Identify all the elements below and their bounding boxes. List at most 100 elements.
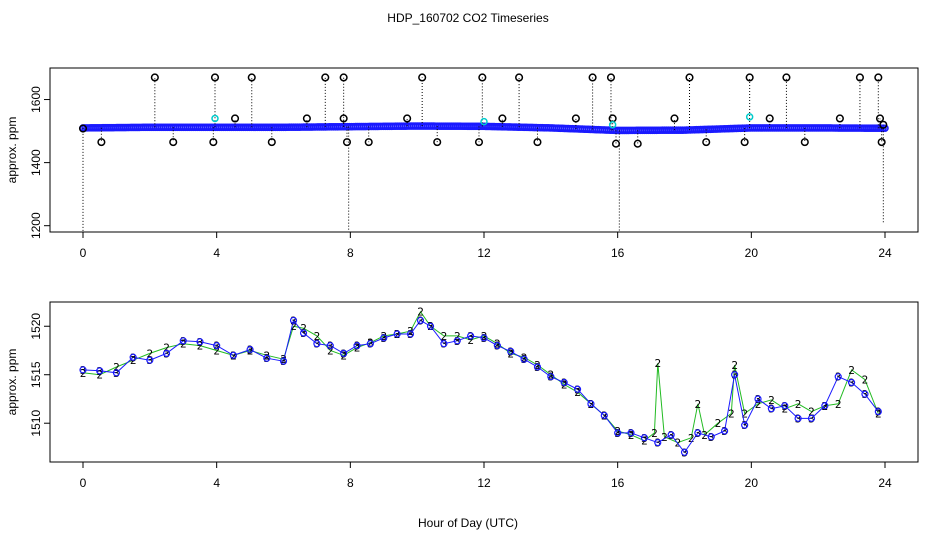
top-spike-point: [474, 138, 484, 147]
bottom-series-point: 2: [327, 344, 334, 357]
bottom-series-point: 3: [822, 400, 829, 413]
bottom-series-point: 2: [454, 330, 461, 343]
top-spike-point: [169, 138, 178, 147]
bottom-circle-point: [213, 342, 221, 350]
top-spike-point: [571, 114, 580, 123]
bottom-series-point: 3: [755, 393, 762, 406]
top-frame: [49, 67, 919, 233]
top-spike-point: [97, 138, 106, 147]
top-spike-point: [364, 138, 373, 147]
bottom-series-point: 3: [467, 330, 474, 343]
bottom-circle-point: [129, 353, 137, 361]
bottom-series-point: 3: [230, 349, 237, 362]
bottom-circle-point: [573, 385, 582, 393]
bottom-circle-point: [667, 431, 675, 439]
top-x-tick-label: 20: [745, 246, 759, 260]
bottom-series-point: 3: [628, 427, 635, 440]
bottom-series-point: 2: [614, 425, 621, 438]
bottom-series-point: 3: [197, 336, 204, 349]
bottom-series-point: 3: [781, 400, 788, 413]
bottom-series-point: 3: [668, 429, 675, 442]
bottom-series-point: 3: [417, 314, 424, 327]
top-y-tick-label: 1200: [29, 212, 43, 239]
bottom-series-point: 3: [601, 409, 608, 422]
bottom-circle-point: [821, 402, 829, 410]
top-cyan-point: [480, 117, 488, 126]
top-spike-point: [418, 73, 427, 82]
bottom-series-point: 2: [695, 398, 702, 411]
bottom-series-point: 3: [300, 327, 307, 340]
top-spike-point: [533, 138, 542, 147]
bottom-circle-point: [426, 322, 435, 330]
bottom-series-point: 3: [875, 406, 882, 419]
bottom-y-tick-label: 1520: [29, 313, 43, 340]
bottom-series-point: 3: [407, 328, 414, 341]
bottom-circle-point: [112, 369, 121, 377]
bottom-series-point: 2: [290, 320, 297, 333]
bottom-circle-point: [196, 338, 204, 346]
bottom-series-point: 3: [654, 437, 661, 450]
bottom-circle-point: [754, 395, 762, 403]
bottom-circle-point: [326, 342, 334, 350]
top-spike-point: [150, 73, 159, 82]
bottom-circle-point: [847, 378, 856, 387]
top-spike-point: [230, 114, 240, 123]
top-spike-point: [209, 138, 218, 147]
bottom-series-point: 3: [180, 335, 187, 348]
bottom-x-tick-label: 20: [745, 476, 759, 490]
bottom-series-point: 3: [614, 427, 621, 440]
bottom-circle-point: [707, 433, 715, 441]
bottom-series-point: 2: [728, 408, 735, 421]
top-spike-point: [875, 114, 885, 123]
bottom-series-point: 2: [213, 344, 220, 357]
top-x-tick-label: 4: [213, 246, 220, 260]
bottom-series-point: 3: [695, 427, 702, 440]
bottom-series-point: 3: [367, 338, 374, 351]
bottom-circle-point: [767, 405, 775, 413]
top-spike-series: [78, 73, 888, 232]
bottom-series-point: 3: [574, 383, 581, 396]
bottom-series-point: 2: [163, 342, 170, 355]
bottom-circle-point: [146, 356, 154, 364]
top-spike-point: [433, 138, 442, 147]
bottom-series-point: 2: [314, 330, 321, 343]
bottom-series-point: 3: [130, 351, 137, 364]
top-spike-point: [685, 73, 694, 82]
bottom-y-axis-title: approx. ppm: [5, 349, 19, 416]
bottom-series-point: 3: [534, 361, 541, 374]
top-x-tick-label: 16: [611, 246, 625, 260]
bottom-series-point: 2: [731, 359, 738, 372]
bottom-circle-point: [406, 330, 415, 338]
bottom-series-point: 3: [380, 332, 387, 345]
bottom-series-point: 3: [394, 328, 401, 341]
top-x-tick-label: 0: [80, 246, 87, 260]
bottom-series-point: 2: [441, 330, 448, 343]
bottom-series-point: 2: [380, 330, 387, 343]
bottom-circle-point: [179, 337, 187, 345]
bottom-series-point: 3: [561, 376, 568, 389]
bottom-series-point: 3: [247, 344, 254, 357]
top-x-tick-label: 24: [878, 246, 892, 260]
bottom-x-tick-label: 0: [80, 476, 87, 490]
bottom-circle-point: [289, 316, 298, 325]
bottom-series-point: 3: [521, 353, 528, 366]
bottom-circle-point: [533, 363, 542, 371]
bottom-series-point: 3: [835, 371, 842, 384]
top-spike-point: [515, 73, 524, 82]
bottom-series-point: 2: [521, 351, 528, 364]
top-spike-point: [267, 138, 276, 147]
bottom-series-point: 3: [681, 446, 688, 459]
bottom-circle-point: [246, 345, 254, 354]
top-spike-point: [498, 114, 507, 123]
bottom-series-point: 2: [795, 398, 802, 411]
bottom-series-point: 3: [340, 347, 347, 360]
bottom-circle-point: [640, 434, 649, 442]
top-spike-point: [745, 73, 754, 82]
top-spike-point: [702, 138, 711, 147]
bottom-series-point: 3: [263, 352, 270, 365]
bottom-series-point: 2: [741, 408, 748, 421]
bottom-series-point: 3: [808, 412, 815, 425]
bottom-circle-point: [600, 411, 608, 420]
